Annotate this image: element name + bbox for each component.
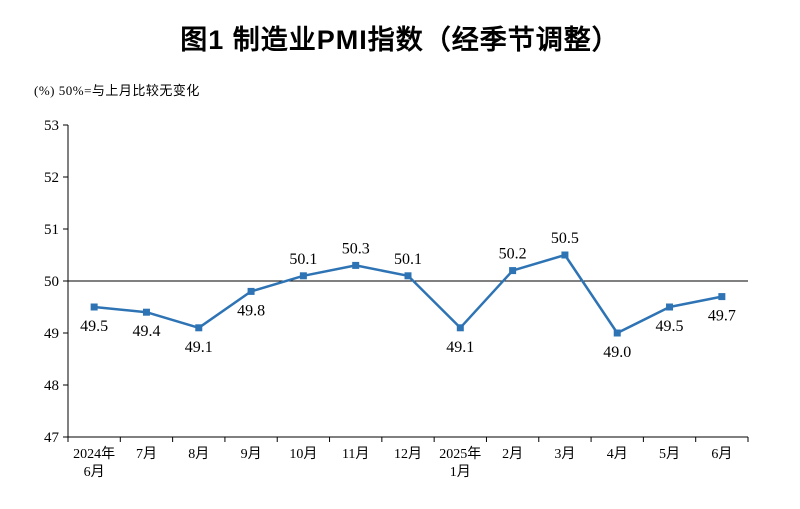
data-point-label: 50.1: [394, 251, 422, 268]
data-point-label: 49.4: [132, 323, 160, 340]
x-tick-label: 3月: [554, 446, 575, 462]
data-point-label: 49.5: [80, 318, 108, 335]
x-tick-label: 6月: [711, 446, 732, 462]
data-point-label: 49.1: [185, 339, 213, 356]
data-point-marker: [456, 324, 464, 332]
data-point-marker: [247, 287, 255, 295]
data-point-marker: [195, 324, 203, 332]
y-tick-label: 51: [44, 222, 59, 238]
x-tick-label: 11月: [342, 446, 369, 462]
x-tick-label: 5月: [659, 446, 680, 462]
data-point-label: 49.7: [708, 308, 736, 325]
x-tick-label: 2025年 1月: [439, 446, 481, 480]
data-point-marker: [509, 267, 517, 275]
data-point-label: 50.5: [551, 230, 579, 247]
data-point-marker: [404, 272, 412, 280]
axis-unit-note: (%) 50%=与上月比较无变化: [34, 83, 200, 98]
x-tick-label: 12月: [394, 446, 422, 462]
x-tick-label: 8月: [188, 446, 209, 462]
data-point-label: 49.8: [237, 302, 265, 319]
data-point-label: 49.0: [603, 344, 631, 361]
data-point-label: 50.1: [289, 251, 317, 268]
data-point-marker: [718, 293, 726, 301]
data-point-marker: [613, 329, 621, 337]
x-tick-label: 9月: [241, 446, 262, 462]
data-point-marker: [352, 261, 360, 269]
x-tick-label: 4月: [607, 446, 628, 462]
data-point-marker: [299, 272, 307, 280]
data-point-label: 50.3: [342, 240, 370, 257]
data-point-label: 50.2: [499, 246, 527, 263]
data-point-marker: [666, 303, 674, 311]
data-point-marker: [561, 251, 569, 259]
x-tick-label: 10月: [289, 446, 317, 462]
y-tick-label: 53: [44, 118, 59, 134]
data-point-marker: [90, 303, 98, 311]
data-point-label: 49.5: [656, 318, 684, 335]
y-tick-label: 52: [44, 170, 59, 186]
x-tick-label: 2月: [502, 446, 523, 462]
y-tick-label: 47: [44, 430, 60, 446]
data-point-marker: [142, 308, 150, 316]
y-tick-label: 48: [44, 378, 59, 394]
pmi-line-chart: 47 48 49 50 51 52 53 2024年 6月 7月 8月 9月 10月 11月 12月 2025…: [0, 100, 800, 504]
data-point-label: 49.1: [446, 339, 474, 356]
chart-title: 图1 制造业PMI指数（经季节调整）: [180, 25, 620, 55]
pmi-line-chart-svg: 47 48 49 50 51 52 53 2024年 6月 7月 8月 9月 10月 11月 12月 2025…: [44, 118, 749, 480]
x-tick-label: 2024年 6月: [73, 446, 115, 480]
x-tick-label: 7月: [136, 446, 157, 462]
y-tick-label: 49: [44, 326, 59, 342]
y-tick-label: 50: [44, 274, 59, 290]
